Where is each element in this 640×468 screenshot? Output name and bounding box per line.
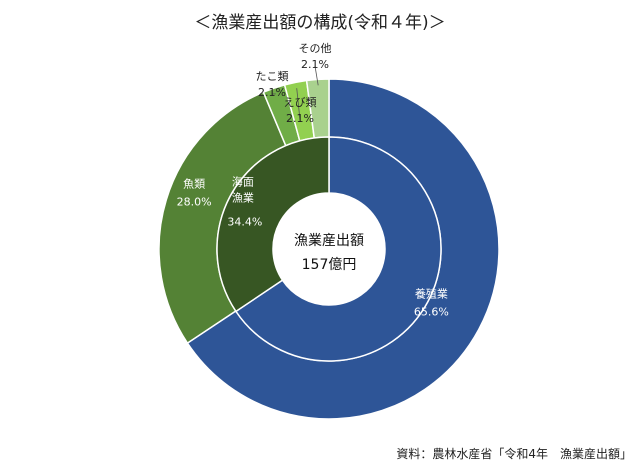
outer-label-value-1: 28.0% xyxy=(177,196,212,209)
outer-label-value-4: 2.1% xyxy=(301,58,329,71)
outer-label-name-2: たこ類 xyxy=(256,70,289,83)
source-note: 資料：農林水産省「令和4年 漁業産出額」 xyxy=(396,447,632,461)
leader-line-4 xyxy=(314,65,319,86)
outer-label-name-1: 魚類 xyxy=(183,178,205,191)
inner-label-name-1a: 海面 xyxy=(232,174,254,188)
inner-label-value-0: 65.6% xyxy=(414,306,449,319)
leader-line-3 xyxy=(296,88,301,121)
inner-label-name-0: 養殖業 xyxy=(415,287,448,301)
center-hole xyxy=(273,193,385,305)
center-label-title: 漁業産出額 xyxy=(294,233,364,249)
inner-label-name-1b: 漁業 xyxy=(232,190,254,204)
outer-label-value-2: 2.1% xyxy=(258,86,286,99)
outer-label-name-4: その他 xyxy=(299,42,332,55)
chart-title: ＜漁業産出額の構成(令和４年)＞ xyxy=(194,13,446,33)
outer-label-value-3: 2.1% xyxy=(286,112,314,125)
outer-label-name-3: えび類 xyxy=(284,96,317,109)
inner-label-value-1: 34.4% xyxy=(227,215,262,228)
center-label-value: 157億円 xyxy=(302,257,357,273)
